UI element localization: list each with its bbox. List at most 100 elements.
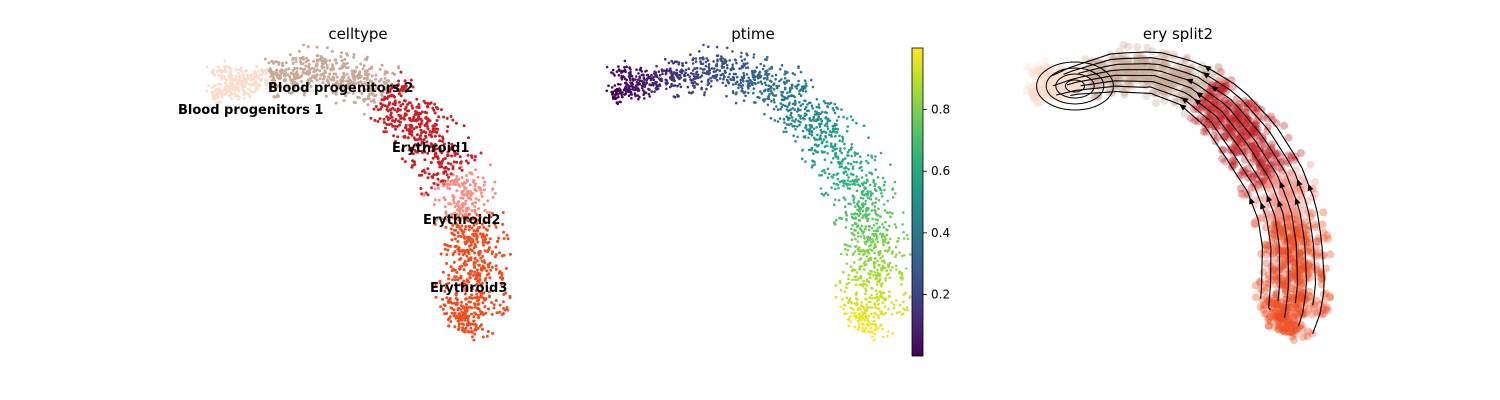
velocity-cell-point [1249, 127, 1258, 136]
ptime-point [678, 70, 682, 73]
cell-point [488, 163, 492, 167]
ptime-point [857, 328, 860, 331]
cell-point [331, 89, 335, 93]
ptime-point [862, 307, 865, 310]
ptime-point [831, 127, 835, 131]
ptime-point [862, 181, 866, 184]
ptime-point [872, 180, 875, 184]
cell-point [487, 265, 490, 269]
cell-point [466, 237, 470, 241]
cell-point [344, 94, 348, 98]
ptime-point [756, 76, 760, 80]
cell-point [365, 73, 369, 77]
ptime-point [819, 128, 823, 132]
cell-point [385, 91, 389, 95]
ptime-point [617, 95, 620, 99]
cell-point [460, 264, 464, 268]
ptime-point [729, 77, 732, 81]
cell-point [463, 327, 467, 331]
cell-point [395, 86, 399, 90]
ptime-point [861, 216, 864, 220]
ptime-point [893, 223, 897, 226]
cell-point [440, 151, 444, 155]
cell-point [493, 180, 497, 184]
ptime-point [681, 62, 684, 65]
ptime-point [836, 161, 840, 164]
cell-point [388, 101, 392, 105]
ptime-point [665, 79, 669, 82]
cell-point [469, 272, 472, 276]
cell-point [311, 74, 315, 78]
ptime-point [775, 86, 779, 90]
ptime-point [850, 311, 854, 315]
cell-point [423, 150, 427, 154]
cell-point [436, 177, 440, 181]
ptime-point [855, 271, 859, 274]
ptime-point [635, 81, 639, 84]
cell-point [229, 72, 233, 76]
ptime-point [661, 72, 664, 76]
velocity-cell-point [1291, 303, 1300, 312]
ptime-point [830, 161, 833, 164]
cell-point [245, 69, 249, 73]
cell-point [237, 71, 240, 75]
cell-point [478, 232, 482, 236]
ptime-point [803, 112, 807, 115]
ptime-point [862, 189, 865, 193]
ptime-point [664, 57, 667, 61]
ptime-point [688, 75, 692, 78]
ptime-point [867, 196, 871, 200]
cell-point [324, 59, 328, 63]
ptime-point [842, 182, 846, 185]
cell-point [457, 252, 461, 256]
cell-point [473, 187, 477, 191]
cell-point [403, 99, 407, 103]
ptime-point [657, 70, 661, 73]
colorbar-tick-label: 0.2 [931, 287, 950, 301]
cell-point [444, 182, 448, 186]
ptime-point [863, 237, 866, 240]
ptime-point [884, 240, 887, 244]
cell-point [284, 61, 288, 65]
velocity-cell-point [1319, 208, 1328, 217]
ptime-point [880, 195, 884, 198]
cell-point [458, 315, 462, 319]
ptime-point [616, 82, 620, 86]
ptime-point [845, 182, 848, 185]
ptime-point [870, 172, 874, 176]
cell-point [417, 173, 421, 177]
cell-point [473, 232, 477, 236]
cell-point [426, 176, 430, 180]
ptime-point [649, 83, 653, 87]
cell-point [451, 252, 455, 256]
velocity-cell-point [1290, 182, 1299, 190]
cell-point [348, 78, 352, 82]
cell-point [301, 68, 305, 71]
ptime-point [855, 293, 858, 297]
ptime-point [902, 254, 906, 257]
cell-point [384, 71, 388, 75]
ptime-point [677, 73, 680, 77]
velocity-cell-point [1201, 101, 1210, 110]
ptime-point [766, 103, 770, 107]
cell-point [223, 88, 227, 92]
ptime-point [902, 230, 905, 234]
cell-point [467, 212, 471, 216]
ptime-point [791, 119, 794, 122]
ptime-point [818, 174, 821, 177]
ptime-point [804, 99, 807, 103]
ptime-point [866, 190, 869, 193]
ptime-point [799, 117, 802, 120]
cell-point [415, 125, 419, 129]
cell-point [506, 237, 510, 241]
cell-point [298, 56, 302, 60]
ptime-point [874, 313, 878, 316]
ptime-point [872, 229, 876, 233]
ptime-point [858, 155, 862, 158]
cell-point [432, 203, 436, 207]
cell-point [457, 319, 461, 323]
ptime-point [846, 248, 850, 252]
cell-point [486, 199, 490, 203]
cell-point [454, 216, 458, 220]
velocity-cell-point [1037, 90, 1046, 99]
